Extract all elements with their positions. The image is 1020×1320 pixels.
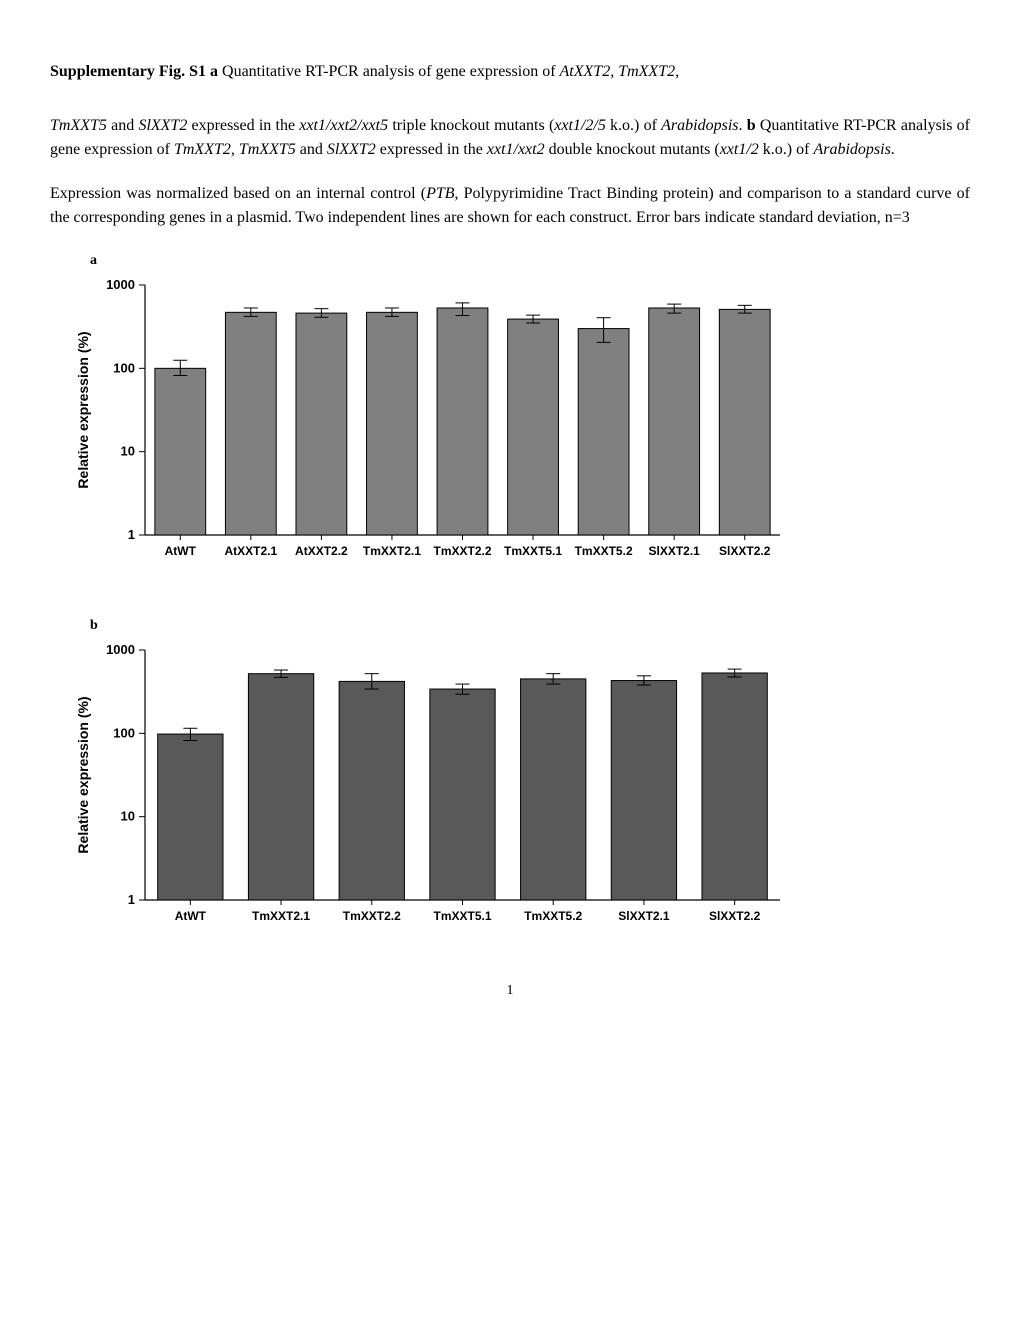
svg-text:AtWT: AtWT (175, 909, 207, 923)
svg-text:1: 1 (128, 892, 135, 907)
caption-paragraph-3: Expression was normalized based on an in… (50, 182, 970, 230)
svg-text:TmXXT2.1: TmXXT2.1 (252, 909, 310, 923)
caption-paragraph-2: TmXXT5 and SlXXT2 expressed in the xxt1/… (50, 114, 970, 162)
svg-text:10: 10 (121, 809, 135, 824)
svg-text:TmXXT5.2: TmXXT5.2 (575, 544, 633, 558)
svg-text:Relative expression (%): Relative expression (%) (75, 331, 91, 488)
page-number: 1 (50, 980, 970, 1001)
caption-lead: Supplementary Fig. S1 a Quantitative RT-… (50, 60, 970, 84)
caption-lead-bold: Supplementary Fig. S1 a (50, 63, 218, 80)
svg-text:Relative expression (%): Relative expression (%) (75, 696, 91, 853)
svg-text:SlXXT2.1: SlXXT2.1 (648, 544, 700, 558)
svg-text:TmXXT2.1: TmXXT2.1 (363, 544, 421, 558)
panel-a-svg: 1 10 100 1000 AtWT AtXXT2.1 AtXXT2.2 TmXXT2.1 Tm… (70, 275, 790, 575)
svg-text:AtXXT2.2: AtXXT2.2 (295, 544, 348, 558)
panel-b-svg: 1 10 100 1000 AtWT TmXXT2.1 TmXXT2.2 TmXXT5.1 Tm… (70, 640, 790, 940)
svg-text:1000: 1000 (106, 642, 135, 657)
svg-text:TmXXT5.1: TmXXT5.1 (433, 909, 491, 923)
svg-text:TmXXT5.2: TmXXT5.2 (524, 909, 582, 923)
svg-text:AtWT: AtWT (165, 544, 197, 558)
svg-text:SlXXT2.1: SlXXT2.1 (618, 909, 670, 923)
svg-text:TmXXT5.1: TmXXT5.1 (504, 544, 562, 558)
svg-text:SlXXT2.2: SlXXT2.2 (709, 909, 761, 923)
figure-caption: Supplementary Fig. S1 a Quantitative RT-… (50, 60, 970, 230)
panel-a-label: a (90, 250, 970, 271)
svg-text:1000: 1000 (106, 277, 135, 292)
panel-b-chart: 1 10 100 1000 AtWT TmXXT2.1 TmXXT2.2 TmXXT5.1 Tm… (70, 640, 790, 950)
svg-text:1: 1 (128, 527, 135, 542)
svg-text:SlXXT2.2: SlXXT2.2 (719, 544, 771, 558)
svg-text:10: 10 (121, 444, 135, 459)
svg-text:AtXXT2.1: AtXXT2.1 (224, 544, 277, 558)
panel-a-chart: 1 10 100 1000 AtWT AtXXT2.1 AtXXT2.2 TmXXT2.1 Tm… (70, 275, 790, 585)
svg-text:100: 100 (113, 725, 135, 740)
svg-text:100: 100 (113, 360, 135, 375)
svg-text:TmXXT2.2: TmXXT2.2 (433, 544, 491, 558)
panel-b-label: b (90, 615, 970, 636)
svg-text:TmXXT2.2: TmXXT2.2 (343, 909, 401, 923)
